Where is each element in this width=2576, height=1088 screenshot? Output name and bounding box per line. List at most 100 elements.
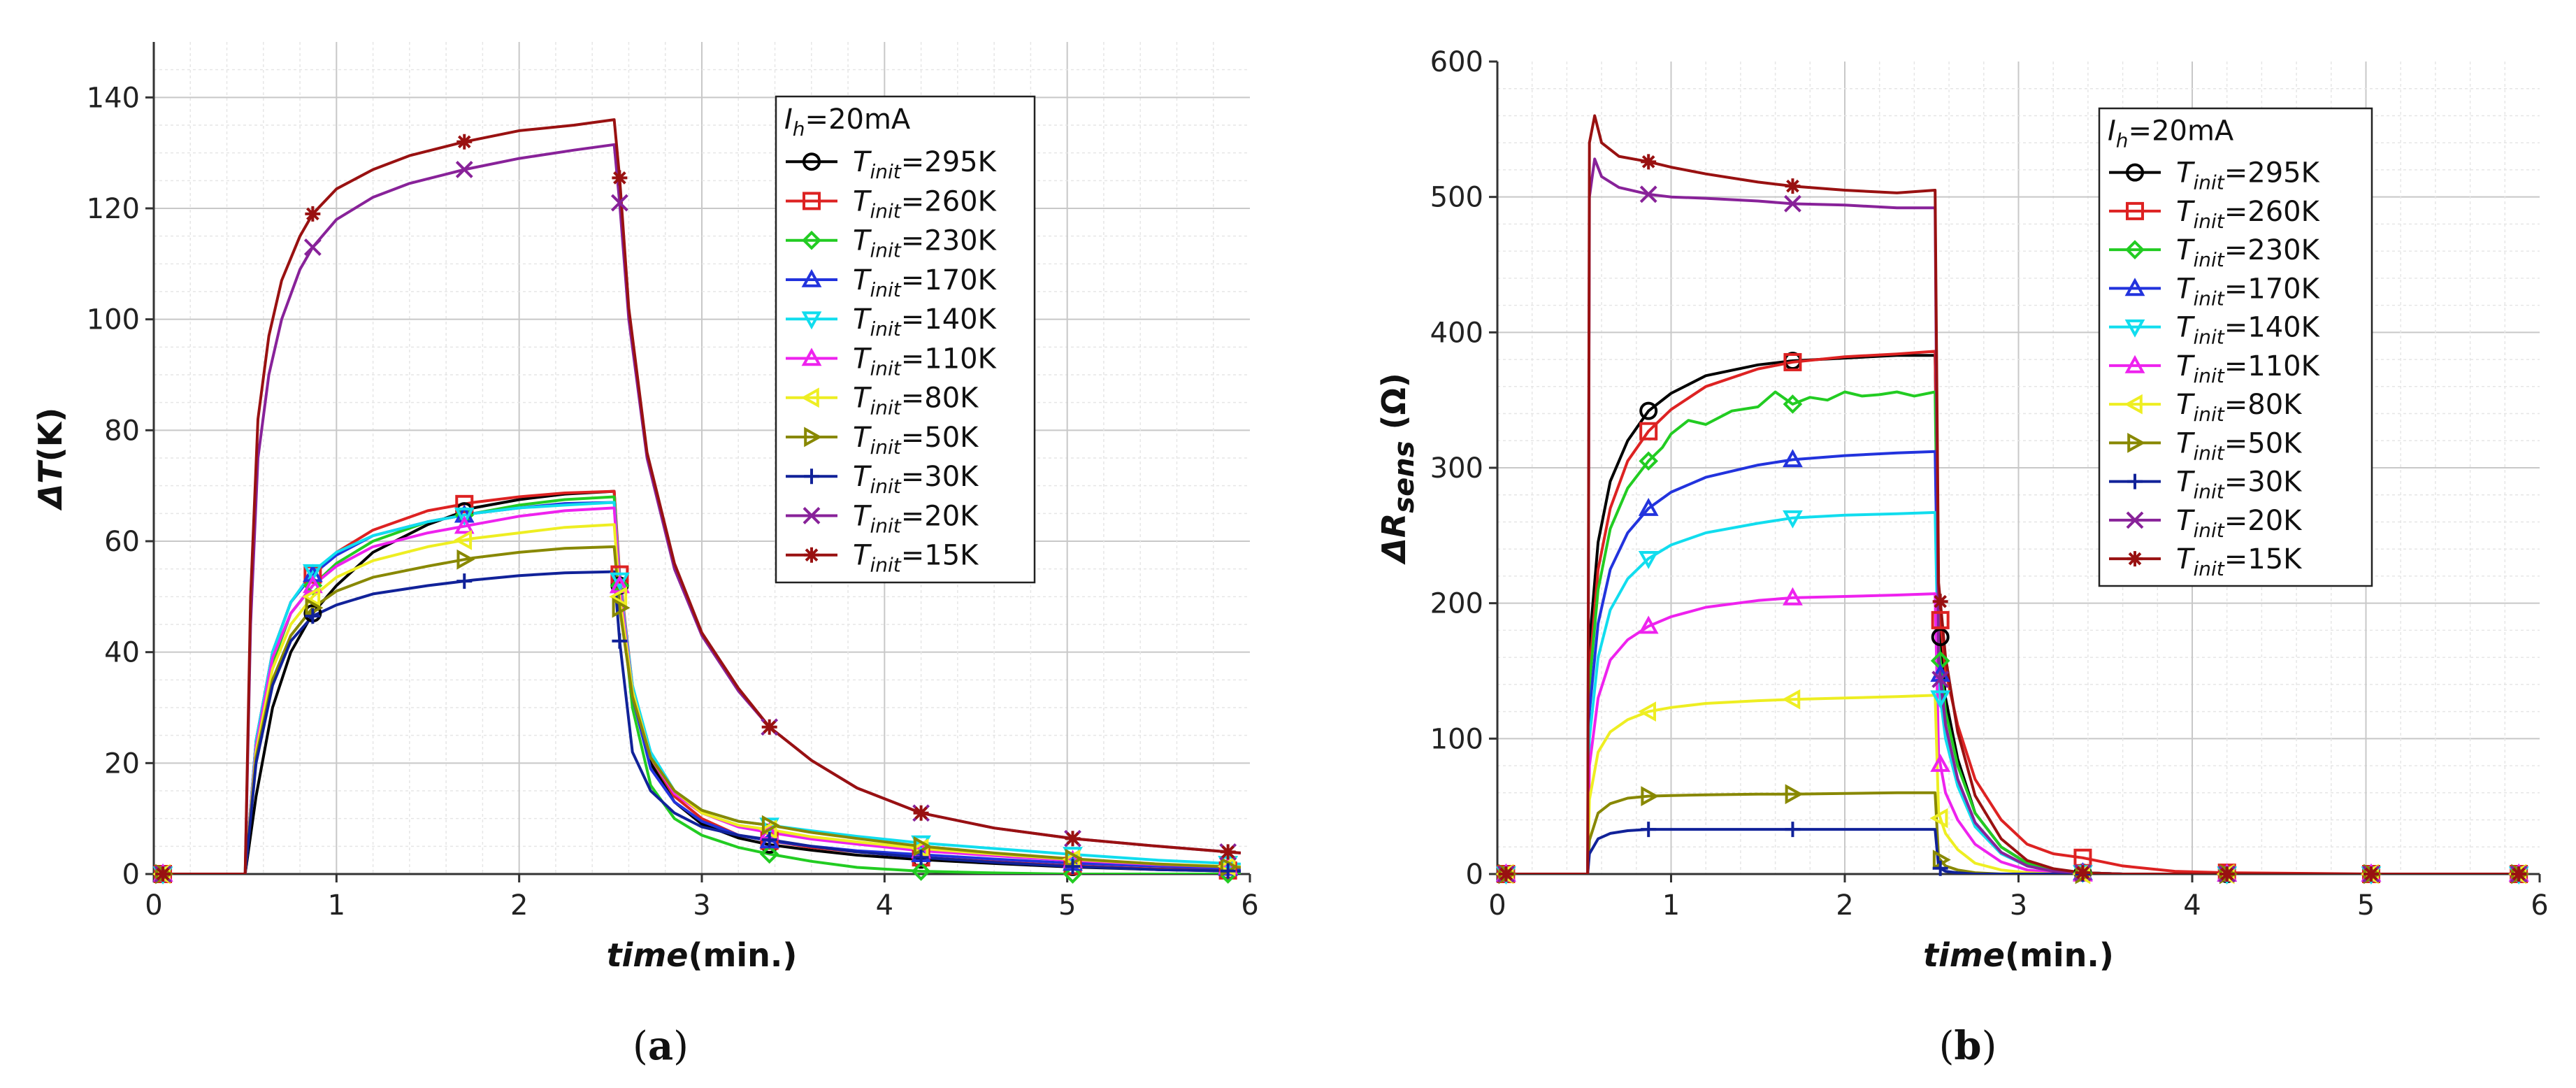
x-axis-label-unit: (min.)	[688, 936, 797, 974]
legend-label-sub: init	[2193, 519, 2224, 542]
legend-label-symbol: T	[853, 500, 872, 532]
legend-label-value: 30K	[924, 461, 979, 493]
series-marker-20K	[1784, 194, 1801, 213]
legend-label-sep: =	[2224, 312, 2248, 344]
legend-swatch-marker	[2124, 278, 2145, 296]
legend-label: Tinit=30K	[2176, 466, 2303, 503]
series-marker-230K	[1639, 451, 1659, 471]
x-tick-label: 5	[2357, 889, 2375, 922]
legend-box	[2098, 107, 2373, 587]
x-axis-label-unit: (min.)	[2005, 936, 2114, 974]
legend-label: Tinit=260K	[853, 185, 998, 222]
series-marker-140K	[1930, 690, 1951, 709]
legend-label-sep: =	[901, 422, 925, 454]
x-tick-label: 6	[1241, 889, 1258, 922]
y-axis-label: ΔT(K)	[31, 408, 69, 512]
legend-label-sep: =	[2224, 273, 2248, 305]
series-marker-15K	[1220, 844, 1236, 860]
legend-swatch-marker	[2125, 240, 2145, 259]
panel-caption: (b)	[1939, 1023, 1997, 1069]
legend-label-sep: =	[2224, 505, 2248, 537]
series-marker-80K	[1638, 701, 1656, 722]
legend-swatch-marker	[804, 547, 819, 563]
legend-swatch-marker	[801, 269, 822, 287]
x-tick-label: 6	[2531, 889, 2548, 922]
legend-swatch-marker	[803, 507, 821, 524]
x-tick-label: 5	[1058, 889, 1076, 922]
panel-b: 0 1 2 3 4 5 6 0 100 200 300 400 500 600 time(min.) ΔRse…	[1375, 46, 2549, 1069]
legend-label: Tinit=230K	[2176, 234, 2321, 271]
legend-label-value: 230K	[924, 225, 997, 257]
series-marker-15K	[1641, 154, 1657, 170]
series-marker-30K	[612, 633, 628, 649]
y-tick-label: 80	[104, 415, 140, 447]
panel-caption-letter: a	[648, 1023, 673, 1069]
y-tick-label: 600	[1430, 46, 1483, 78]
legend-label: Tinit=80K	[853, 382, 979, 420]
series-marker-260K	[455, 494, 474, 513]
legend-label-symbol: T	[853, 264, 872, 296]
legend-label-sub: init	[2193, 210, 2224, 233]
series-line-30K	[1506, 828, 2519, 874]
series-marker-15K	[1498, 866, 1514, 882]
legend-label-sub: init	[870, 514, 901, 537]
x-axis-label: time(min.)	[607, 936, 798, 974]
series-marker-15K	[913, 805, 929, 821]
legend-label-sep: =	[901, 185, 925, 217]
series-marker-50K	[1785, 784, 1804, 805]
legend-label-sub: init	[870, 199, 901, 222]
legend-label-sub: init	[870, 436, 901, 459]
series-marker-15K	[1065, 831, 1081, 847]
y-tick-label: 0	[122, 859, 140, 891]
legend-label-symbol: T	[2176, 350, 2196, 382]
series-marker-20K	[1931, 671, 1950, 689]
legend-label: Tinit=15K	[2176, 543, 2303, 580]
series-marker-15K	[2075, 865, 2091, 881]
legend-label-value: 260K	[2247, 196, 2320, 228]
legend-label-sep: =	[2224, 543, 2248, 575]
legend-entry-230K: Tinit=230K	[2109, 234, 2321, 271]
legend-entry-140K: Tinit=140K	[786, 303, 998, 341]
x-axis-label-var: time	[1923, 936, 2005, 974]
legend-swatch-marker	[2127, 551, 2143, 567]
legend-label-sep: =	[901, 500, 925, 532]
y-tick-label: 40	[104, 637, 140, 669]
legend-swatch-marker	[803, 152, 821, 171]
legend-box	[775, 95, 1036, 584]
legend-label-value: 50K	[924, 422, 979, 454]
legend-label-sep: =	[2224, 234, 2248, 266]
legend-title-value: =20mA	[2129, 115, 2234, 147]
series-marker-295K	[1931, 628, 1950, 647]
series-marker-110K	[454, 515, 475, 534]
series-marker-80K	[302, 586, 321, 607]
legend-label-sub: init	[870, 160, 901, 183]
legend-swatch-marker	[802, 230, 821, 250]
series-marker-15K	[2363, 866, 2379, 882]
series-marker-140K	[610, 572, 630, 591]
series-marker-230K	[1783, 394, 1803, 414]
legend-swatch-marker	[800, 387, 819, 408]
series-line-50K	[1506, 791, 2519, 874]
legend-label-value: 260K	[924, 185, 997, 217]
series-marker-170K	[1638, 497, 1659, 516]
legend-label-sep: =	[901, 264, 925, 296]
series-marker-30K	[1220, 863, 1236, 879]
legend-label-sub: init	[870, 239, 901, 262]
series-marker-30K	[1785, 822, 1801, 838]
legend-entry-30K: Tinit=30K	[2109, 466, 2303, 503]
legend-swatch-marker	[2127, 432, 2146, 453]
y-axis-label-unit: (Ω)	[1375, 373, 1413, 441]
legend-label-sub: init	[2193, 248, 2224, 271]
legend-title: Ih=20mA	[2108, 115, 2234, 152]
series-marker-30K	[1932, 860, 1948, 876]
series-marker-140K	[1783, 510, 1803, 529]
x-tick-label: 4	[2183, 889, 2201, 922]
series-marker-15K	[2511, 866, 2527, 882]
x-axis-label: time(min.)	[1923, 936, 2114, 974]
legend-swatch-marker	[804, 427, 823, 448]
legend-label-symbol: T	[2176, 543, 2196, 575]
legend-swatch-marker	[2124, 319, 2145, 338]
legend-label-value: 15K	[924, 540, 979, 572]
legend-label: Tinit=15K	[853, 540, 979, 577]
